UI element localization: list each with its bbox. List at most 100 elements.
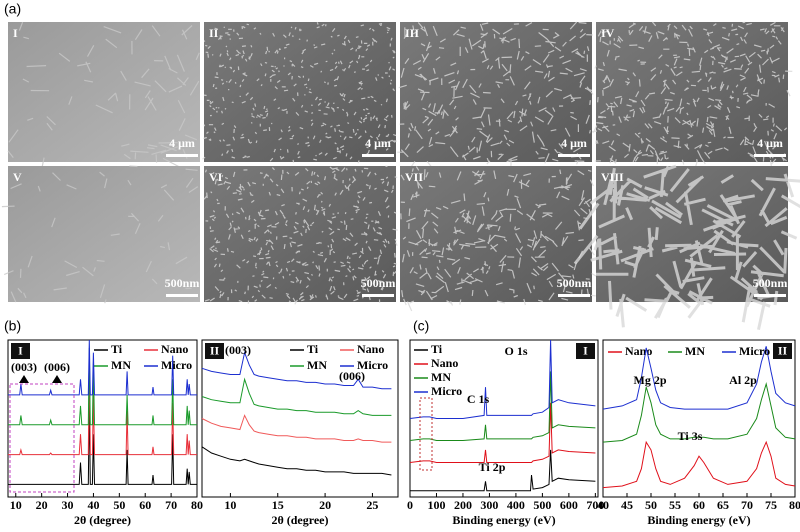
- panel-label: (b): [4, 318, 21, 334]
- x-tick-label: 70: [741, 498, 753, 512]
- x-tick-label: 10: [10, 498, 22, 512]
- scale-bar-label: 500nm: [753, 276, 788, 290]
- sem-label: II: [209, 26, 219, 40]
- sem-label: I: [13, 26, 18, 40]
- sem-texture: [202, 22, 397, 164]
- x-tick-label: 200: [454, 498, 472, 512]
- sem-texture: [7, 21, 200, 173]
- panel-badge-label: II: [778, 343, 788, 357]
- sem-texture: [203, 165, 398, 305]
- x-tick-label: 10: [224, 498, 236, 512]
- panel-badge: [205, 343, 224, 359]
- legend-label: Micro: [739, 344, 770, 358]
- highlight-box: [419, 397, 433, 471]
- panel-badge: [11, 343, 30, 359]
- x-axis-label: 2θ (degree): [74, 513, 131, 527]
- x-tick-label: 20: [319, 498, 331, 512]
- scale-bar: [558, 294, 590, 297]
- annotation: Ti 2p: [479, 460, 506, 474]
- panel-badge-label: II: [210, 343, 220, 357]
- series-line: [201, 350, 392, 390]
- x-tick-label: 25: [366, 498, 378, 512]
- x-tick-label: 30: [62, 498, 74, 512]
- series-line: [602, 382, 796, 443]
- panel-badge: [576, 343, 595, 359]
- series-line: [602, 440, 796, 489]
- scale-bar: [754, 294, 786, 297]
- legend-label: MN: [431, 370, 451, 384]
- series-line: [8, 402, 197, 485]
- x-tick-label: 500: [533, 498, 551, 512]
- legend-label: MN: [685, 344, 705, 358]
- x-tick-label: 50: [113, 498, 125, 512]
- legend-label: Ti: [307, 342, 319, 356]
- series-line: [8, 355, 197, 456]
- legend-label: MN: [111, 358, 131, 372]
- highlight-box: [9, 383, 75, 493]
- legend-label: Nano: [431, 356, 458, 370]
- legend-label: Nano: [357, 342, 384, 356]
- scale-bar: [166, 294, 198, 297]
- x-tick-label: 55: [669, 498, 681, 512]
- x-tick-label: 600: [560, 498, 578, 512]
- annotation: Mg 2p: [634, 373, 667, 387]
- x-tick-label: 700: [586, 498, 604, 512]
- series-line: [201, 377, 392, 416]
- peak-marker: [19, 375, 62, 383]
- series-line: [201, 446, 392, 476]
- scale-bar: [362, 154, 394, 157]
- x-tick-label: 40: [597, 498, 609, 512]
- x-axis-label: 2θ (degree): [271, 513, 328, 527]
- sem-label: VII: [405, 170, 423, 184]
- series-line: [410, 449, 596, 492]
- legend-label: Micro: [431, 384, 462, 398]
- x-tick-label: 40: [87, 498, 99, 512]
- x-tick-label: 60: [139, 498, 151, 512]
- sem-image: [400, 166, 592, 302]
- x-tick-label: 20: [36, 498, 48, 512]
- x-tick-label: 70: [165, 498, 177, 512]
- scale-bar: [362, 294, 394, 297]
- x-tick-label: 80: [191, 498, 203, 512]
- annotation: (003): [11, 360, 37, 374]
- panel-badge-label: I: [18, 343, 23, 357]
- scale-bar-label: 500nm: [557, 276, 592, 290]
- series-line: [409, 371, 596, 441]
- legend-label: Ti: [431, 342, 443, 356]
- panel-label: (c): [413, 318, 429, 334]
- annotation: Ti 3s: [678, 429, 703, 443]
- panel-label: (a): [4, 1, 21, 17]
- scale-bar: [166, 154, 198, 157]
- x-tick-label: 400: [507, 498, 525, 512]
- sem-label: VI: [209, 170, 223, 184]
- x-tick-label: 50: [645, 498, 657, 512]
- annotation: Al 2p: [729, 373, 757, 387]
- x-axis-label: Binding energy (eV): [452, 513, 555, 527]
- x-tick-label: 0: [407, 498, 413, 512]
- annotation: O 1s: [504, 344, 527, 358]
- series-line: [201, 414, 392, 443]
- x-tick-label: 45: [621, 498, 633, 512]
- x-tick-label: 300: [480, 498, 498, 512]
- scale-bar-label: 4 μm: [561, 136, 587, 150]
- sem-label: III: [405, 26, 419, 40]
- series-line: [409, 339, 596, 419]
- x-tick-label: 75: [765, 498, 777, 512]
- scale-bar-label: 4 μm: [757, 136, 783, 150]
- sem-label: IV: [601, 26, 615, 40]
- annotation: (006): [339, 369, 365, 383]
- panel-badge-label: I: [583, 343, 588, 357]
- sem-image: [8, 166, 200, 302]
- sem-label: V: [13, 170, 22, 184]
- x-tick-label: 60: [693, 498, 705, 512]
- sem-label: VIII: [601, 170, 624, 184]
- sem-texture: [591, 21, 793, 167]
- panel-badge: [773, 343, 792, 359]
- x-tick-label: 15: [272, 498, 284, 512]
- scale-bar-label: 500nm: [361, 276, 396, 290]
- sem-texture: [400, 166, 598, 312]
- legend-label: MN: [307, 358, 327, 372]
- legend-label: Micro: [161, 358, 192, 372]
- legend-label: Ti: [111, 342, 123, 356]
